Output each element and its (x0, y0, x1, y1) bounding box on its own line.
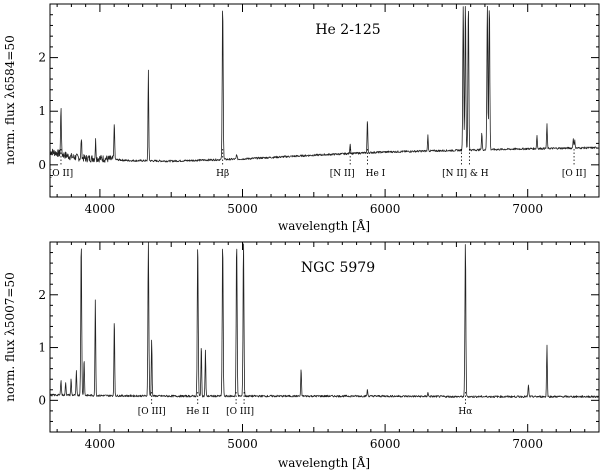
line-id-layer: [O II] Hβ [N II] He I [N II] & H [O II] (49, 149, 586, 179)
panel-he2-125: 4000 5000 6000 7000 0 1 2 [O II] Hβ [N II] He I [N… (3, 3, 600, 233)
y-axis-label: norm. flux λ5007=50 (3, 272, 17, 401)
panel-ngc-5979: 4000 5000 6000 7000 0 1 2 [O III] He II [O III] H… (3, 241, 600, 470)
line-id-label: [N II] (330, 169, 355, 179)
ticks-layer: 4000 5000 6000 7000 0 1 2 (38, 4, 600, 216)
line-id-label: Hβ (216, 169, 229, 179)
y-tick-label: 1 (38, 104, 46, 118)
y-tick-label: 0 (38, 393, 46, 407)
line-id-label: [N II] & H (442, 169, 489, 179)
spectrum-layer (49, 242, 600, 399)
y-tick-label: 1 (38, 341, 46, 355)
object-title: NGC 5979 (301, 260, 375, 276)
x-tick-label: 7000 (512, 437, 543, 451)
x-tick-label: 4000 (85, 202, 116, 216)
spectrum-line (49, 5, 600, 163)
line-id-label: He II (186, 407, 210, 417)
x-axis-label: wavelength [Å] (278, 218, 370, 233)
y-tick-label: 2 (38, 288, 46, 302)
line-id-label: He I (366, 169, 386, 179)
y-axis-label: norm. flux λ6584=50 (3, 35, 17, 164)
line-id-label: [O III] (226, 407, 254, 417)
y-tick-label: 0 (38, 158, 46, 172)
line-id-layer: [O III] He II [O III] Hα (138, 392, 472, 417)
x-tick-label: 6000 (370, 202, 401, 216)
x-tick-label: 5000 (227, 202, 258, 216)
ticks-layer: 4000 5000 6000 7000 0 1 2 (38, 242, 600, 451)
x-tick-label: 5000 (227, 437, 258, 451)
line-id-label: [O III] (138, 407, 166, 417)
line-id-label: [O II] (562, 169, 586, 179)
x-tick-label: 6000 (370, 437, 401, 451)
object-title: He 2-125 (315, 22, 380, 38)
line-id-label: Hα (458, 407, 472, 417)
y-tick-label: 2 (38, 51, 46, 65)
x-tick-label: 7000 (512, 202, 543, 216)
x-tick-label: 4000 (85, 437, 116, 451)
spectrum-layer (49, 5, 600, 163)
x-axis-label: wavelength [Å] (278, 455, 370, 470)
line-id-label: [O II] (49, 169, 73, 179)
spectrum-line (49, 242, 600, 399)
